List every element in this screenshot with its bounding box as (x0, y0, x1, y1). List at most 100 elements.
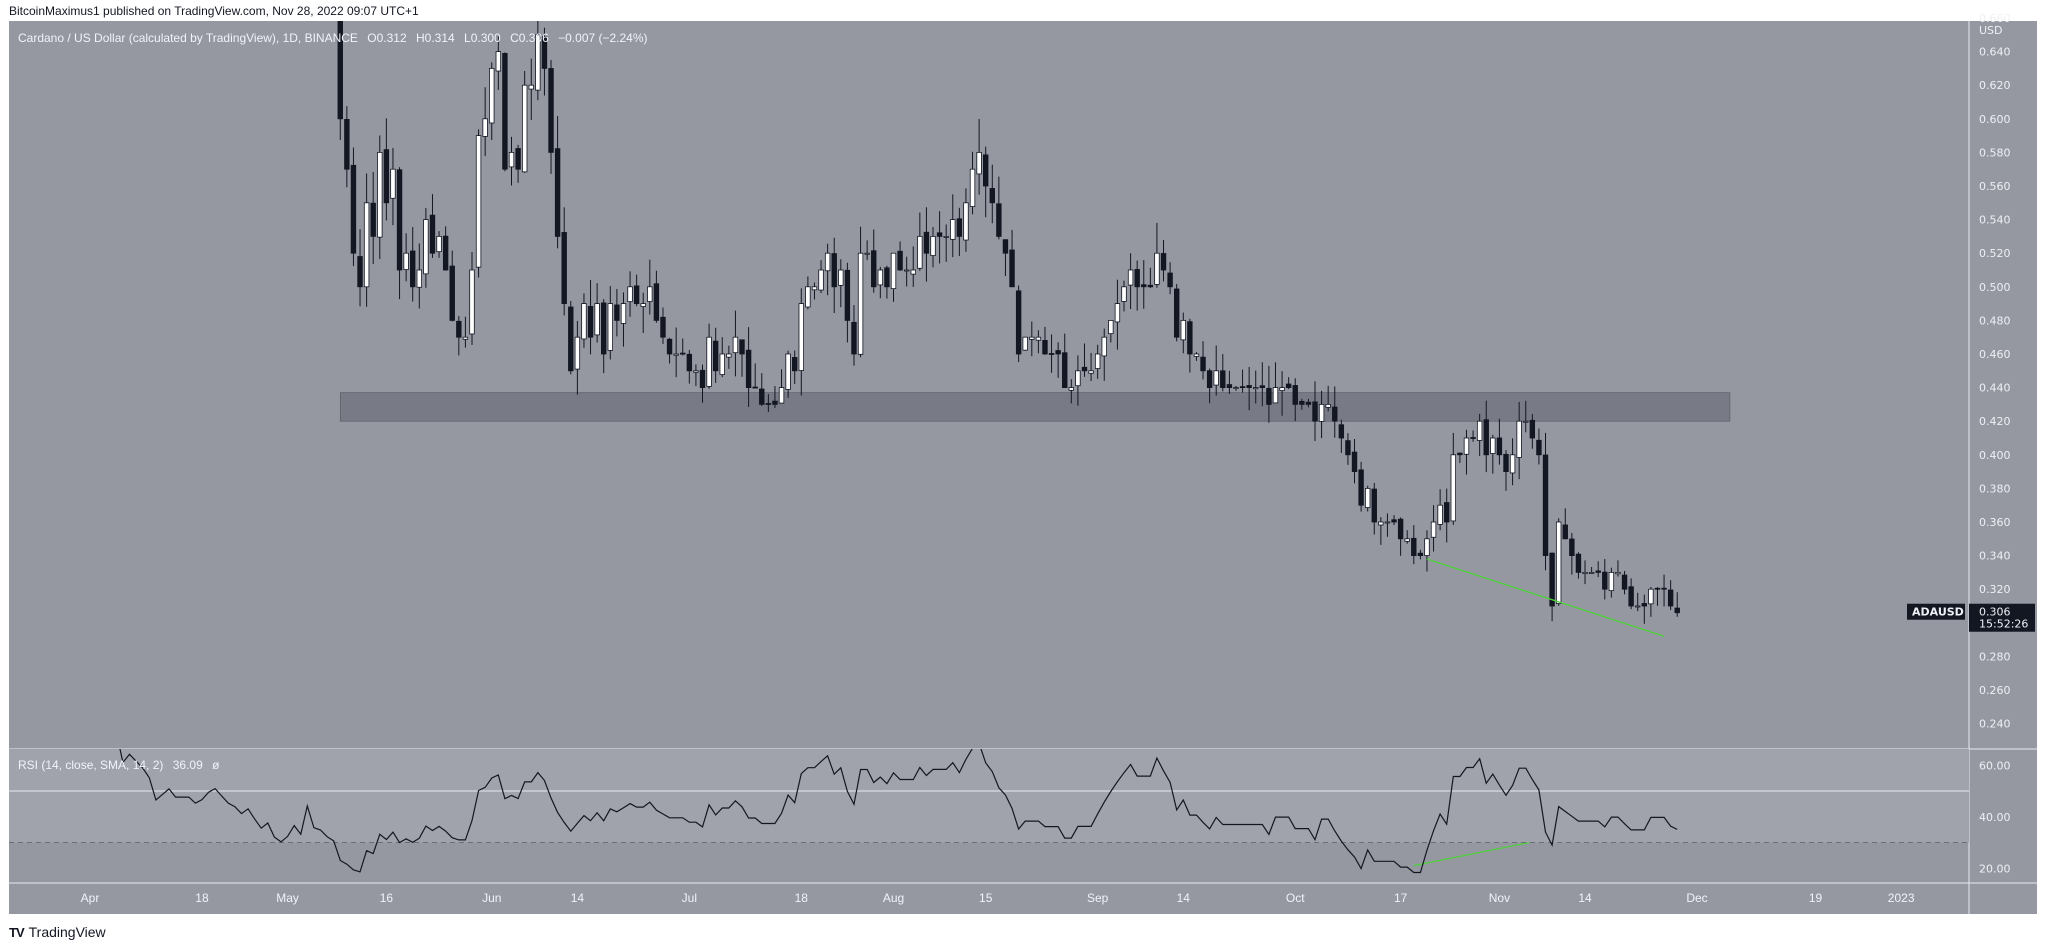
candle-up (521, 84, 528, 173)
candle-up (1193, 353, 1200, 357)
candle-down (548, 68, 554, 153)
candle-up (1075, 370, 1081, 387)
candle-up (719, 353, 725, 375)
candle-down (1575, 553, 1582, 573)
candle-up (1450, 454, 1457, 522)
candle-up (1608, 572, 1615, 592)
rsi-tick: 40.00 (1979, 811, 2011, 824)
candle-down (1009, 249, 1015, 288)
candle-down (601, 302, 607, 355)
candle-up (963, 202, 969, 241)
candle-up (1233, 387, 1239, 390)
candle-up (462, 336, 469, 340)
candle-down (1160, 253, 1167, 271)
candle-down (396, 169, 403, 271)
candle-down (1667, 589, 1674, 607)
date-tick: Apr (81, 891, 100, 905)
candle-down (1417, 552, 1424, 557)
candle-down (1200, 356, 1206, 372)
price-tick: 0.540 (1979, 214, 2011, 227)
candle-down (1661, 587, 1667, 590)
candle-down (1621, 574, 1628, 590)
candle-down (561, 232, 567, 305)
candle-down (1654, 587, 1661, 590)
candle-down (554, 148, 561, 237)
candle-up (1490, 437, 1496, 454)
ohlc-low: L0.300 (464, 31, 501, 45)
price-tick: 0.600 (1979, 113, 2011, 126)
candle-up (818, 269, 824, 291)
date-tick: 14 (1177, 891, 1191, 905)
candle-down (1470, 437, 1476, 439)
candle-down (759, 388, 765, 405)
candle-down (1371, 488, 1377, 523)
rsi-tick: 60.00 (1979, 759, 2011, 772)
symbol-title: Cardano / US Dollar (calculated by Tradi… (18, 31, 358, 45)
last-price: 0.306 (1979, 606, 2011, 619)
price-tick: 0.440 (1979, 382, 2011, 395)
candle-down (1602, 571, 1608, 590)
candle-down (1226, 384, 1233, 389)
date-tick: 16 (380, 891, 394, 905)
candle-down (936, 232, 943, 237)
ohlc-change: −0.007 (−2.24%) (558, 31, 648, 45)
candle-down (1299, 400, 1305, 405)
price-tick: 0.320 (1979, 583, 2011, 596)
candle-down (1081, 366, 1088, 372)
candle-up (489, 68, 495, 124)
symbol-label-bg (1907, 603, 1965, 620)
candle-up (423, 219, 429, 275)
price-tick: 0.520 (1979, 247, 2011, 260)
last-price-bg (1969, 603, 2035, 632)
candle-up (1154, 252, 1160, 285)
candle-up (574, 336, 581, 370)
candle-down (1595, 570, 1601, 573)
candle-down (897, 250, 903, 271)
candle-down (1305, 401, 1312, 405)
candle-up (1378, 521, 1384, 526)
date-tick: 19 (1809, 891, 1823, 905)
candle-up (1029, 336, 1035, 340)
candle-up (1325, 403, 1331, 408)
bar-countdown: 15:52:26 (1979, 618, 2028, 631)
date-tick: Dec (1686, 891, 1707, 905)
candle-up (1404, 538, 1410, 542)
candle-down (1641, 603, 1647, 607)
candle-up (930, 235, 936, 256)
date-tick: 14 (571, 891, 585, 905)
candle-down (449, 265, 455, 321)
candle-down (1259, 385, 1266, 388)
candle-up (594, 303, 600, 336)
support-zone (339, 392, 1731, 422)
candle-up (1555, 521, 1562, 604)
candle-up (969, 168, 976, 207)
candle-down (844, 269, 851, 321)
candle-down (1134, 269, 1140, 288)
date-tick: 17 (1394, 891, 1408, 905)
candle-down (884, 267, 890, 288)
candle-down (1187, 321, 1193, 355)
candle-up (706, 336, 712, 387)
candle-down (923, 231, 930, 254)
tradingview-brand[interactable]: TradingView (28, 924, 106, 940)
candle-up (377, 151, 383, 238)
candle-up (1035, 336, 1042, 341)
candle-down (1628, 586, 1634, 607)
candle-down (772, 400, 778, 405)
candle-up (864, 252, 870, 255)
date-tick: May (276, 891, 299, 905)
candle-down (1569, 538, 1575, 557)
price-tick: 0.260 (1979, 684, 2011, 697)
price-tick: 0.560 (1979, 180, 2011, 193)
candle-up (838, 269, 844, 286)
date-tick: 15 (979, 891, 993, 905)
candle-down (983, 154, 989, 187)
candle-down (752, 386, 758, 389)
rsi-value: 36.09 (172, 758, 203, 772)
candle-up (673, 353, 679, 356)
candle-down (350, 164, 357, 254)
candle-down (587, 306, 594, 338)
rsi-legend: RSI (14, close, SMA, 14, 2) 36.09 ø (18, 758, 225, 772)
